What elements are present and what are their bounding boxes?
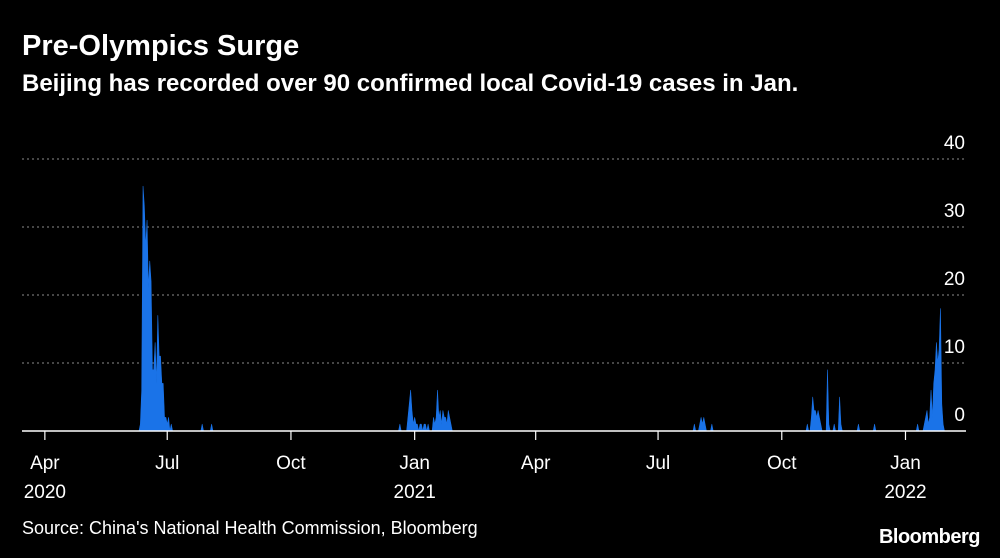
series-area: [138, 185, 945, 432]
x-tick-year: 2020: [24, 482, 66, 503]
bloomberg-logo: Bloomberg: [878, 526, 981, 548]
chart-title: Pre-Olympics Surge: [22, 30, 300, 62]
x-tick-label: Jul: [646, 453, 670, 474]
grid-lines: [22, 158, 966, 364]
series-layer: [138, 185, 945, 432]
x-tick-label: Jan: [399, 453, 430, 474]
y-tick-label: 20: [944, 269, 965, 290]
x-tick-label: Oct: [276, 453, 306, 474]
x-tick-label: Oct: [767, 453, 797, 474]
y-axis: 0 10 20 30 40: [944, 133, 965, 426]
x-tick-year: 2021: [394, 482, 436, 503]
x-tick-year: 2022: [884, 482, 926, 503]
chart-subtitle: Beijing has recorded over 90 confirmed l…: [22, 70, 799, 97]
y-tick-label: 10: [944, 337, 965, 358]
x-tick-label: Apr: [30, 453, 60, 474]
y-tick-label: 40: [944, 133, 965, 154]
x-axis: Apr 2020 Jul Oct Jan 2021 Apr Jul Oct Jan 2022: [24, 431, 927, 503]
source-note: Source: China's National Health Commissi…: [22, 518, 478, 538]
y-tick-label: 0: [954, 405, 965, 426]
x-tick-label: Jan: [890, 453, 921, 474]
x-tick-label: Jul: [155, 453, 179, 474]
y-tick-label: 30: [944, 201, 965, 222]
x-tick-label: Apr: [521, 453, 551, 474]
